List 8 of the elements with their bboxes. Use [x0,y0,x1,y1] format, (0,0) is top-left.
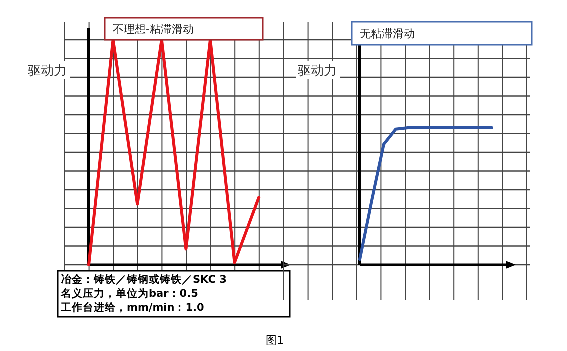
y-axis-title: 驱动力 [298,64,337,79]
y-axis-title: 驱动力 [28,64,67,79]
caption: 图1 [266,334,284,347]
text: 冶金：铸铁／铸钢或铸铁／SKC 3 [61,273,227,286]
chart-title: 无粘滞滑动 [360,28,415,40]
chart-title: 不理想-粘滞滑动 [113,23,194,36]
text: 工作台进给，mm/min：1.0 [60,301,204,314]
text: 名义压力，单位为bar：0.5 [60,287,198,300]
